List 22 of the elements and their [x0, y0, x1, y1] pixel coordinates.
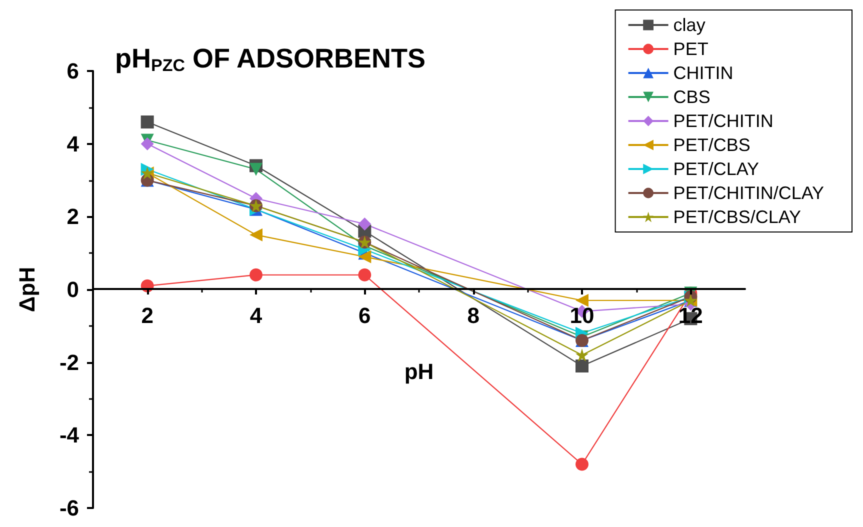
legend-label: CHITIN — [673, 63, 734, 83]
x-tick-label: 4 — [250, 303, 263, 328]
y-tick-label: -4 — [59, 422, 80, 448]
legend-label: clay — [673, 15, 706, 35]
y-tick-label: 0 — [66, 277, 79, 302]
legend-label: PET/CHITIN/CLAY — [673, 183, 824, 203]
legend-label: PET/CHITIN — [673, 111, 774, 131]
legend-label: PET/CBS/CLAY — [673, 207, 802, 227]
legend-label: PET — [673, 39, 708, 59]
x-axis-title: pH — [404, 359, 434, 384]
x-tick-label: 2 — [141, 303, 154, 328]
y-tick-label: 2 — [66, 204, 79, 230]
x-tick-label: 6 — [358, 303, 371, 328]
y-tick-label: -6 — [59, 496, 79, 520]
legend-label: PET/CBS — [673, 135, 750, 155]
legend-label: CBS — [673, 87, 710, 107]
y-axis-title: ΔpH — [14, 266, 40, 312]
x-tick-label: 8 — [467, 303, 480, 328]
y-tick-label: -2 — [59, 350, 79, 375]
y-tick-label: 4 — [66, 131, 80, 156]
y-tick-label: 6 — [66, 58, 79, 84]
legend-label: PET/CLAY — [673, 159, 760, 179]
